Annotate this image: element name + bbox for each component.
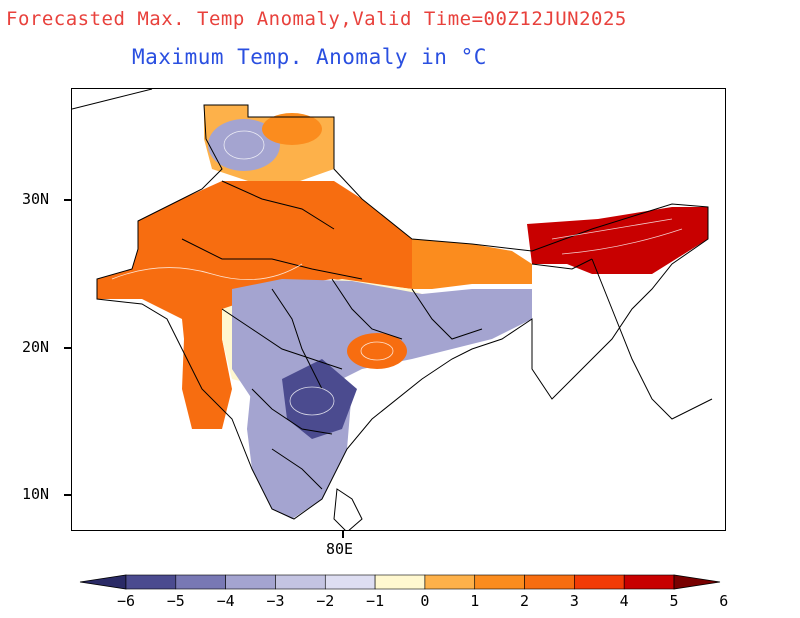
state-line-7 — [411, 288, 483, 340]
region-northwest-warm — [97, 181, 432, 349]
state-line-9 — [531, 258, 593, 270]
colorbar-segment — [574, 574, 625, 590]
region-northeast-hot — [527, 207, 708, 274]
colorbar-segments — [79, 574, 721, 590]
colorbar-tick-label: −2 — [316, 592, 335, 610]
colorbar-segment — [125, 574, 177, 590]
region-kashmir-cool — [208, 119, 280, 171]
lat-tick-20n — [64, 347, 71, 349]
colorbar-segment — [524, 574, 575, 590]
colorbar-segment — [275, 574, 326, 590]
colorbar-tick-label: 0 — [420, 592, 430, 610]
colorbar-segment — [225, 574, 276, 590]
lat-tick-10n — [64, 494, 71, 496]
state-line-5 — [331, 278, 403, 340]
coast-outline-north — [72, 89, 153, 110]
contour-6 — [561, 228, 683, 255]
anomaly-map — [71, 88, 726, 531]
state-line-3 — [221, 308, 343, 370]
contour-1 — [223, 130, 265, 160]
colorbar-tick-label: −3 — [266, 592, 285, 610]
colorbar-tick-label: −1 — [366, 592, 385, 610]
colorbar-segment — [324, 574, 376, 590]
state-line-1 — [221, 180, 335, 230]
contour-lines — [111, 130, 683, 416]
colorbar-segment — [175, 574, 226, 590]
boundary-lines — [72, 89, 713, 530]
contour-5 — [551, 218, 673, 240]
lat-label-20n: 20N — [22, 338, 50, 356]
state-line-6 — [251, 388, 333, 435]
colorbar-segment — [474, 574, 525, 590]
colorbar-tick-label: 5 — [669, 592, 679, 610]
region-kashmir-warm — [262, 113, 322, 145]
colorbar-tick-label: 3 — [569, 592, 579, 610]
colorbar-segment — [374, 574, 426, 590]
colorbar-tick-label: −5 — [166, 592, 185, 610]
state-line-2 — [181, 238, 363, 280]
map-subtitle: Maximum Temp. Anomaly in °C — [132, 45, 487, 69]
colorbar-tick-label: 4 — [619, 592, 629, 610]
lon-tick-80e — [342, 531, 344, 538]
lon-label-80e: 80E — [326, 540, 354, 558]
colorbar-arrow-left — [79, 574, 127, 590]
colorbar-tick-label: 2 — [520, 592, 530, 610]
lat-label-10n: 10N — [22, 485, 50, 503]
region-deep-cool — [282, 359, 357, 439]
state-line-8 — [271, 448, 323, 490]
colorbar-tick-label: 6 — [719, 592, 729, 610]
colorbar-tick-label: −4 — [216, 592, 235, 610]
colorbar-segment — [424, 574, 476, 590]
contour-2 — [289, 386, 335, 416]
colorbar-arrow-right — [673, 574, 721, 590]
region-east-warm — [412, 239, 532, 289]
region-east-hotspot — [347, 333, 407, 369]
india-outline — [96, 104, 709, 520]
contour-3 — [360, 341, 394, 361]
sri-lanka — [333, 488, 363, 530]
colorbar-tick-label: 1 — [470, 592, 480, 610]
map-canvas — [72, 89, 713, 530]
lat-tick-30n — [64, 199, 71, 201]
map-title: Forecasted Max. Temp Anomaly,Valid Time=… — [6, 8, 627, 30]
colorbar-tick-label: −6 — [116, 592, 136, 610]
state-line-4 — [271, 288, 323, 390]
contour-4 — [111, 263, 303, 280]
lat-label-30n: 30N — [22, 190, 50, 208]
colorbar-segment — [623, 574, 675, 590]
myanmar-border — [591, 258, 713, 420]
